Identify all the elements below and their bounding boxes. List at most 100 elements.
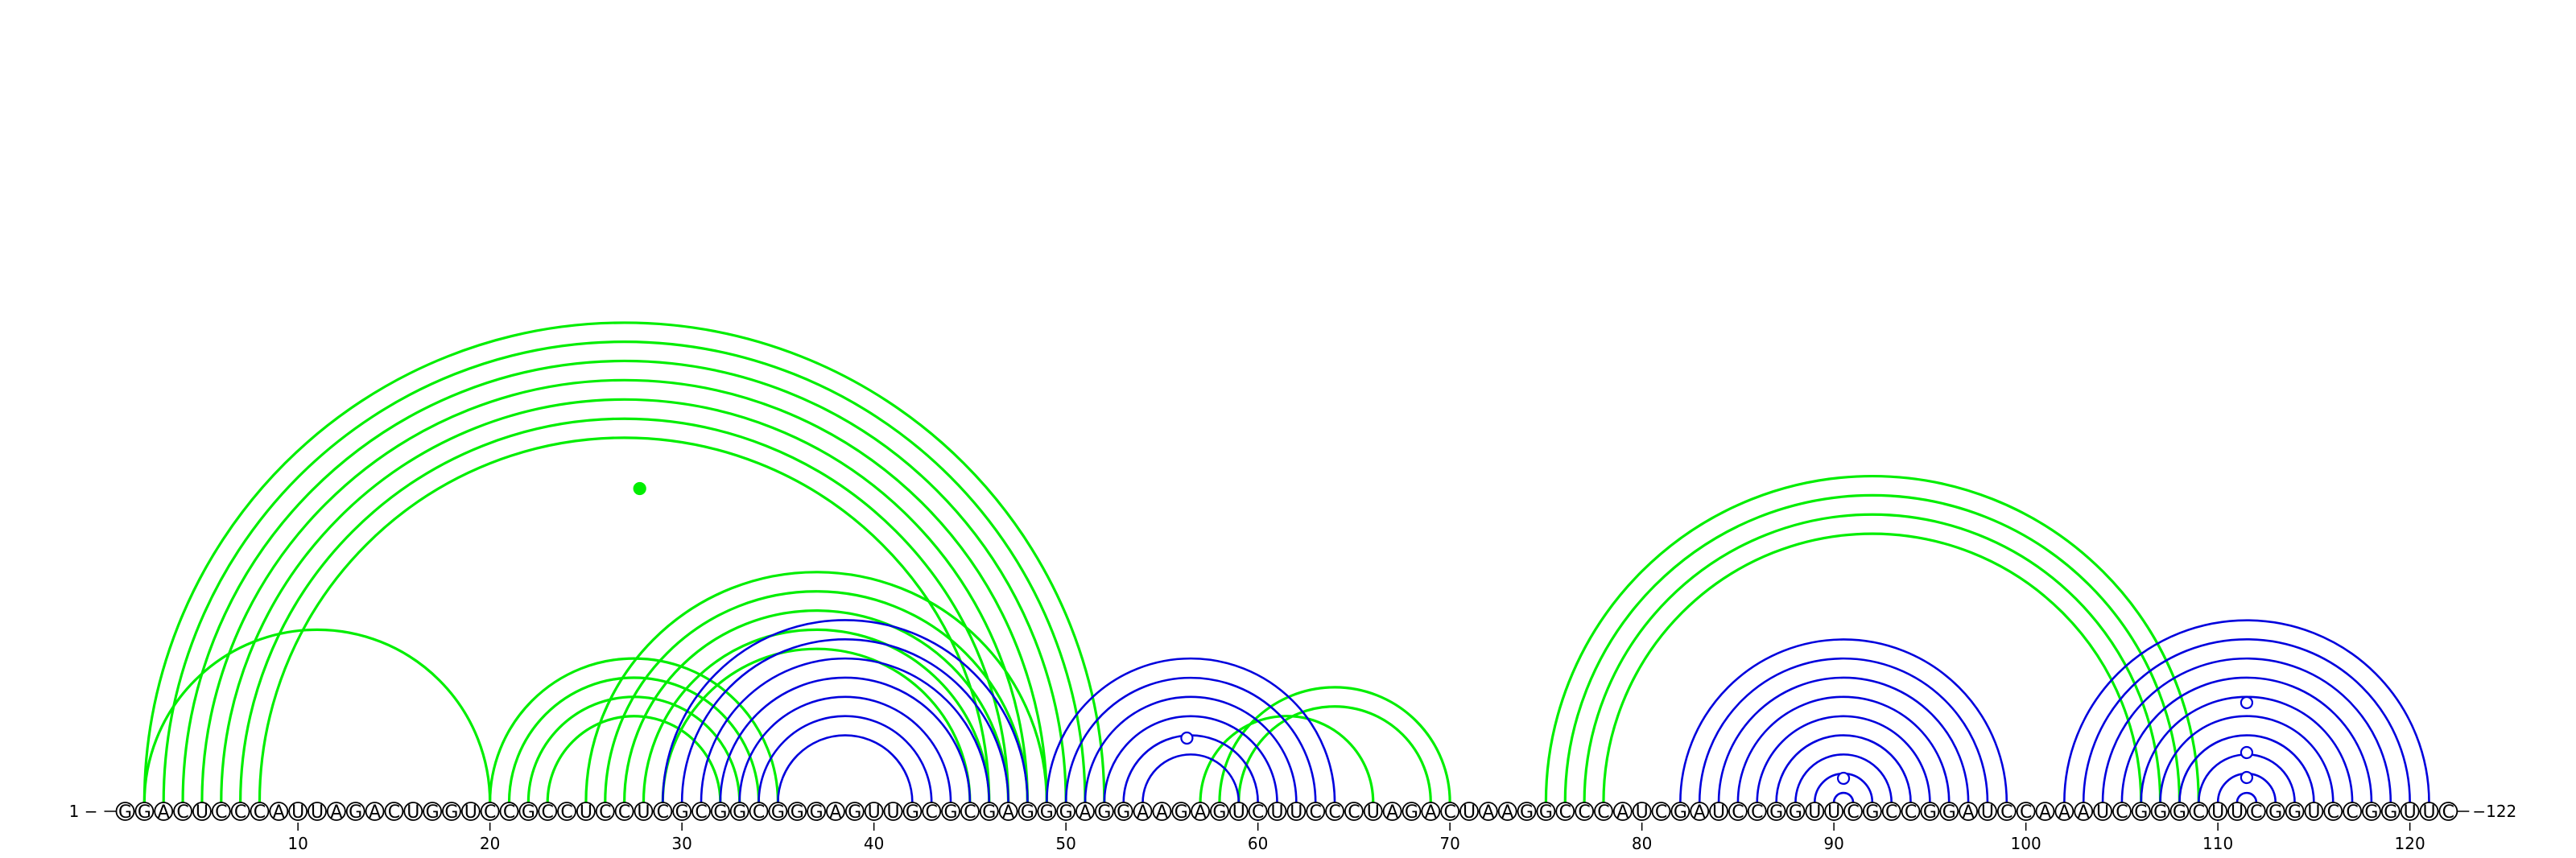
nucleotide: G [902,802,923,823]
nucleotide-letter: G [1117,802,1130,823]
nucleotide-letter: A [330,802,342,823]
nucleotide-circle [518,802,539,821]
nucleotide: G [2265,802,2285,823]
nucleotide-circle [1805,802,1825,821]
nucleotide-letter: G [1674,802,1687,823]
nucleotide-circle [192,802,212,821]
blue-arc [2063,619,2430,803]
nucleotide-circle [1018,802,1038,821]
nucleotide-letter: U [868,802,881,823]
nucleotide: G [1171,802,1191,823]
nucleotide: U [1709,802,1728,823]
green-arc [200,378,1048,803]
nucleotide-letter: G [2364,802,2378,823]
nucleotide: C [1901,802,1921,823]
nucleotide-circle [2208,802,2228,821]
nucleotide: C [1728,802,1748,823]
nucleotide-letter: U [1712,802,1725,823]
nucleotide: G [518,802,539,823]
nucleotide-circle [1363,802,1383,821]
nucleotide: C [538,802,558,823]
nucleotide-circle [2131,802,2151,821]
open-marker [1180,731,1194,745]
nucleotide-circle [1421,802,1441,821]
nucleotide-circle [807,802,826,821]
nucleotide-circle [1747,802,1767,821]
nucleotide: U [1632,802,1652,823]
blue-arc [1794,753,1893,803]
blue-arc [738,695,952,803]
nucleotide: A [2035,802,2055,823]
green-arc [220,398,1030,803]
nucleotide: C [2016,802,2036,823]
nucleotide-circle [2400,802,2420,821]
nucleotide: G [1113,802,1133,823]
nucleotide-circle [1459,802,1479,821]
nucleotide-letter: G [2288,802,2301,823]
nucleotide-letter: U [2211,802,2224,823]
nucleotide: C [2343,802,2363,823]
nucleotide-circle [1267,802,1287,821]
nucleotide-letter: A [2039,802,2051,823]
nucleotide: G [807,802,826,823]
nucleotide-circle [1171,802,1191,821]
nucleotide-circle [2150,802,2170,821]
nucleotide-letter: C [2020,802,2032,823]
nucleotide-letter: C [1847,802,1859,823]
nucleotide-circle [653,802,673,821]
nucleotide-circle [2419,802,2439,821]
nucleotide-circle [1612,802,1633,821]
nucleotide-circle [672,802,692,821]
nucleotide: C [1881,802,1901,823]
nucleotide-circle [326,802,346,821]
nucleotide-circle [1536,802,1556,821]
tick-label: 80 [1632,834,1652,853]
open-marker [2240,695,2254,710]
nucleotide-circle [1843,802,1863,821]
nucleotide: G [115,802,135,823]
tick-label: 90 [1823,834,1843,853]
filled-marker [633,481,646,496]
nucleotide: U [2208,802,2228,823]
nucleotide-letter: A [1079,802,1091,823]
nucleotide-letter: C [1597,802,1609,823]
nucleotide-letter: A [1694,802,1706,823]
nucleotide-circle [173,802,192,821]
nucleotide-circle [634,802,654,821]
ticks-layer: 10 20 30 40 50 60 70 80 90 100 110 120 [287,823,2425,853]
nucleotide-circle [2285,802,2305,821]
nucleotide: U [2419,802,2439,823]
nucleotide-circle [2093,802,2112,821]
green-arc [604,590,1030,803]
green-arc [1583,513,2162,803]
nucleotide-letter: G [1059,802,1073,823]
nucleotide: G [844,802,865,823]
blue-arc [777,734,914,803]
blue-arc [1736,695,1951,803]
tick-label: 50 [1055,834,1075,853]
nucleotide: G [768,802,788,823]
tick-label: 40 [864,834,884,853]
nucleotide-letter: G [1040,802,1054,823]
nucleotide-letter: G [944,802,958,823]
nucleotide-letter: A [1501,802,1513,823]
nucleotide: G [1018,802,1038,823]
nucleotide-circle [2304,802,2324,821]
nucleotide-letter: G [1942,802,1956,823]
nucleotide-letter: G [1769,802,1783,823]
nucleotide-circle [1920,802,1940,821]
green-arc [661,647,972,803]
nucleotide-letter: C [1751,802,1763,823]
nucleotide-circle [1766,802,1786,821]
nucleotide-letter: A [273,802,285,823]
nucleotide-letter: U [1636,802,1649,823]
green-arc [1563,493,2182,803]
tick-label: 10 [287,834,308,853]
nucleotide-letter: A [2078,802,2090,823]
nucleotide: U [403,802,423,823]
nucleotide-letter: C [618,802,630,823]
nucleotide: C [1594,802,1613,823]
nucleotide: U [2227,802,2247,823]
nucleotide-letter: U [580,802,592,823]
